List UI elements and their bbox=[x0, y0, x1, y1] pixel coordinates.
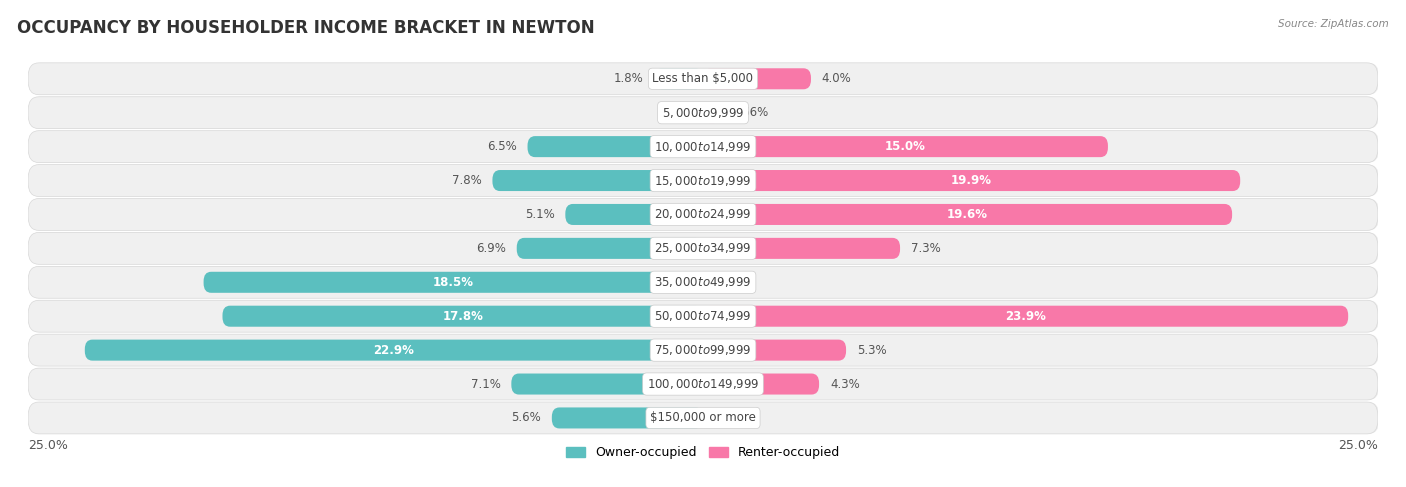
FancyBboxPatch shape bbox=[703, 68, 811, 89]
Legend: Owner-occupied, Renter-occupied: Owner-occupied, Renter-occupied bbox=[561, 441, 845, 464]
Text: $150,000 or more: $150,000 or more bbox=[650, 412, 756, 425]
Text: 0.0%: 0.0% bbox=[714, 412, 744, 425]
Text: $15,000 to $19,999: $15,000 to $19,999 bbox=[654, 173, 752, 187]
FancyBboxPatch shape bbox=[654, 68, 703, 89]
Text: OCCUPANCY BY HOUSEHOLDER INCOME BRACKET IN NEWTON: OCCUPANCY BY HOUSEHOLDER INCOME BRACKET … bbox=[17, 19, 595, 37]
Text: 4.3%: 4.3% bbox=[830, 377, 859, 391]
FancyBboxPatch shape bbox=[30, 165, 1379, 196]
FancyBboxPatch shape bbox=[28, 232, 1378, 264]
Text: 19.9%: 19.9% bbox=[950, 174, 993, 187]
FancyBboxPatch shape bbox=[28, 97, 1378, 129]
Text: $50,000 to $74,999: $50,000 to $74,999 bbox=[654, 309, 752, 323]
FancyBboxPatch shape bbox=[703, 238, 900, 259]
Text: $20,000 to $24,999: $20,000 to $24,999 bbox=[654, 207, 752, 222]
FancyBboxPatch shape bbox=[222, 306, 703, 327]
Text: 0.0%: 0.0% bbox=[662, 106, 692, 119]
Text: 0.0%: 0.0% bbox=[714, 276, 744, 289]
FancyBboxPatch shape bbox=[703, 102, 721, 123]
Text: 25.0%: 25.0% bbox=[1339, 439, 1378, 452]
FancyBboxPatch shape bbox=[703, 204, 1232, 225]
FancyBboxPatch shape bbox=[30, 300, 1379, 332]
FancyBboxPatch shape bbox=[30, 199, 1379, 230]
FancyBboxPatch shape bbox=[703, 170, 1240, 191]
Text: 4.0%: 4.0% bbox=[821, 72, 852, 85]
Text: 25.0%: 25.0% bbox=[28, 439, 67, 452]
Text: $10,000 to $14,999: $10,000 to $14,999 bbox=[654, 140, 752, 153]
FancyBboxPatch shape bbox=[30, 402, 1379, 434]
FancyBboxPatch shape bbox=[527, 136, 703, 157]
FancyBboxPatch shape bbox=[30, 232, 1379, 264]
Text: 22.9%: 22.9% bbox=[374, 344, 415, 356]
FancyBboxPatch shape bbox=[28, 199, 1378, 230]
Text: 7.8%: 7.8% bbox=[451, 174, 482, 187]
Text: 6.5%: 6.5% bbox=[486, 140, 517, 153]
Text: 5.1%: 5.1% bbox=[524, 208, 554, 221]
Text: 5.3%: 5.3% bbox=[856, 344, 887, 356]
Text: 7.3%: 7.3% bbox=[911, 242, 941, 255]
Text: 23.9%: 23.9% bbox=[1005, 310, 1046, 323]
FancyBboxPatch shape bbox=[30, 131, 1379, 163]
FancyBboxPatch shape bbox=[30, 266, 1379, 298]
FancyBboxPatch shape bbox=[703, 306, 1348, 327]
FancyBboxPatch shape bbox=[30, 368, 1379, 400]
FancyBboxPatch shape bbox=[28, 165, 1378, 196]
Text: Less than $5,000: Less than $5,000 bbox=[652, 72, 754, 85]
Text: $75,000 to $99,999: $75,000 to $99,999 bbox=[654, 343, 752, 357]
Text: $25,000 to $34,999: $25,000 to $34,999 bbox=[654, 242, 752, 255]
Text: 17.8%: 17.8% bbox=[443, 310, 484, 323]
FancyBboxPatch shape bbox=[28, 368, 1378, 400]
Text: $35,000 to $49,999: $35,000 to $49,999 bbox=[654, 275, 752, 289]
FancyBboxPatch shape bbox=[703, 339, 846, 361]
FancyBboxPatch shape bbox=[204, 272, 703, 293]
FancyBboxPatch shape bbox=[517, 238, 703, 259]
FancyBboxPatch shape bbox=[551, 408, 703, 429]
FancyBboxPatch shape bbox=[30, 97, 1379, 129]
FancyBboxPatch shape bbox=[28, 266, 1378, 298]
FancyBboxPatch shape bbox=[30, 334, 1379, 366]
Text: 5.6%: 5.6% bbox=[512, 412, 541, 425]
FancyBboxPatch shape bbox=[565, 204, 703, 225]
FancyBboxPatch shape bbox=[28, 300, 1378, 332]
Text: 6.9%: 6.9% bbox=[477, 242, 506, 255]
Text: 7.1%: 7.1% bbox=[471, 377, 501, 391]
Text: 1.8%: 1.8% bbox=[614, 72, 644, 85]
FancyBboxPatch shape bbox=[703, 374, 820, 394]
FancyBboxPatch shape bbox=[703, 136, 1108, 157]
FancyBboxPatch shape bbox=[84, 339, 703, 361]
FancyBboxPatch shape bbox=[28, 402, 1378, 434]
Text: 0.66%: 0.66% bbox=[731, 106, 769, 119]
Text: $5,000 to $9,999: $5,000 to $9,999 bbox=[662, 106, 744, 120]
Text: 18.5%: 18.5% bbox=[433, 276, 474, 289]
FancyBboxPatch shape bbox=[492, 170, 703, 191]
FancyBboxPatch shape bbox=[30, 63, 1379, 95]
FancyBboxPatch shape bbox=[28, 131, 1378, 163]
Text: 19.6%: 19.6% bbox=[948, 208, 988, 221]
Text: 15.0%: 15.0% bbox=[884, 140, 927, 153]
Text: Source: ZipAtlas.com: Source: ZipAtlas.com bbox=[1278, 19, 1389, 30]
FancyBboxPatch shape bbox=[28, 334, 1378, 366]
Text: $100,000 to $149,999: $100,000 to $149,999 bbox=[647, 377, 759, 391]
FancyBboxPatch shape bbox=[28, 63, 1378, 95]
FancyBboxPatch shape bbox=[512, 374, 703, 394]
